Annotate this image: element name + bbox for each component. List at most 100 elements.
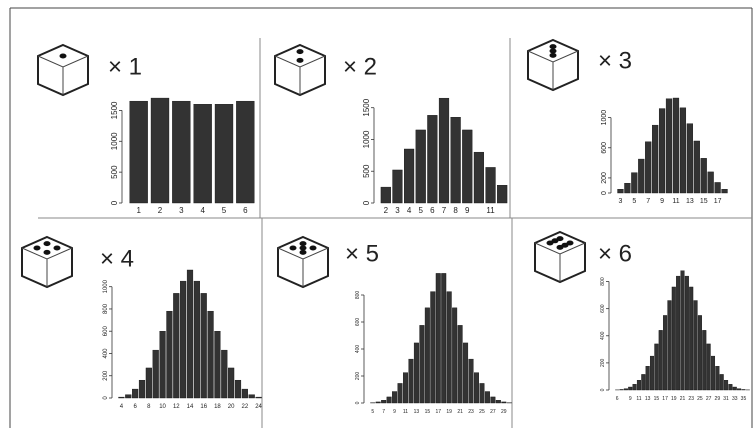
bar (638, 159, 644, 193)
bar (387, 397, 392, 403)
x-tick-label: 2 (158, 206, 163, 215)
x-tick-label: 24 (255, 404, 262, 410)
bar (722, 189, 728, 193)
x-tick-label: 9 (465, 206, 470, 215)
bar (737, 389, 741, 390)
bar (707, 344, 711, 390)
x-tick-label: 16 (200, 404, 207, 410)
bar (458, 325, 463, 403)
bar (236, 101, 254, 203)
panel-title: × 4 (100, 245, 134, 272)
x-tick-label: 9 (660, 198, 664, 205)
y-tick-label: 1500 (362, 98, 371, 116)
bar (646, 366, 650, 390)
dice-icon (275, 45, 325, 95)
dice-pip (300, 241, 307, 246)
x-tick-label: 11 (486, 206, 495, 215)
bar (436, 273, 441, 403)
bar (708, 172, 714, 193)
x-tick-label: 11 (636, 396, 641, 402)
bar (431, 292, 436, 403)
bar (715, 182, 721, 193)
x-tick-label: 3 (395, 206, 400, 215)
bar (228, 368, 234, 398)
x-tick-label: 7 (442, 206, 447, 215)
bar (698, 315, 702, 390)
bar (733, 387, 737, 390)
y-tick-label: 1000 (362, 130, 371, 148)
y-tick-label: 400 (355, 345, 361, 354)
y-tick-label: 400 (600, 331, 606, 340)
bar (403, 373, 408, 403)
y-tick-label: 500 (110, 165, 119, 179)
bar (132, 389, 138, 398)
bar (463, 343, 468, 403)
bar (160, 331, 166, 398)
bar (659, 330, 663, 390)
x-tick-label: 23 (468, 409, 474, 415)
dice-pip (44, 250, 51, 255)
screenshot: × 1050010001500123456× 20500100015002345… (0, 0, 753, 428)
y-tick-label: 400 (103, 348, 109, 359)
x-tick-label: 11 (672, 198, 679, 205)
y-tick-label: 600 (355, 318, 361, 327)
bar (716, 366, 720, 390)
y-tick-label: 600 (601, 142, 608, 154)
y-tick-label: 1000 (103, 279, 109, 293)
bar (742, 389, 746, 390)
x-tick-label: 12 (173, 404, 180, 410)
bar (194, 104, 212, 203)
bar (659, 109, 665, 193)
bar (729, 384, 733, 390)
x-tick-label: 10 (159, 404, 166, 410)
bar (215, 104, 233, 203)
bar (680, 108, 686, 193)
x-tick-label: 6 (243, 206, 248, 215)
bar (180, 281, 186, 398)
y-tick-label: 200 (600, 358, 606, 367)
bar (376, 402, 381, 403)
dice-pip (54, 246, 61, 251)
bar (441, 273, 446, 403)
panel-title: × 3 (598, 47, 632, 74)
x-tick-label: 23 (688, 396, 694, 402)
bar (687, 124, 693, 193)
bar (694, 141, 700, 193)
page: {"chart_data":[ {"type":"bar","title":"×… (0, 0, 753, 433)
bar (701, 158, 707, 193)
dice-pip (60, 54, 67, 59)
bar (497, 185, 507, 203)
bar (663, 315, 667, 390)
x-tick-label: 22 (242, 404, 249, 410)
bar (256, 397, 262, 398)
bar (462, 130, 472, 203)
y-tick-label: 500 (362, 164, 371, 178)
dice-pip (290, 246, 297, 251)
bar (425, 308, 430, 403)
y-tick-label: 0 (600, 388, 606, 391)
bar (618, 189, 624, 193)
x-tick-label: 2 (384, 206, 389, 215)
x-tick-label: 4 (200, 206, 205, 215)
x-tick-label: 21 (680, 396, 686, 402)
y-tick-label: 0 (103, 396, 109, 400)
bar (645, 142, 651, 193)
x-tick-label: 15 (654, 396, 660, 402)
bar (637, 380, 641, 390)
dice-icon (528, 40, 578, 90)
x-tick-label: 13 (645, 396, 651, 402)
x-tick-label: 25 (697, 396, 703, 402)
bar (381, 187, 391, 203)
dice-pip (34, 246, 41, 251)
bar (486, 167, 496, 203)
bar (173, 293, 179, 398)
bar (201, 293, 207, 398)
x-tick-label: 5 (419, 206, 424, 215)
bar (235, 380, 241, 398)
y-tick-label: 800 (600, 277, 606, 286)
bar (676, 276, 680, 390)
panel-title: × 6 (598, 240, 632, 267)
y-tick-label: 0 (355, 401, 361, 404)
x-tick-label: 29 (501, 409, 507, 415)
bar (167, 311, 173, 398)
